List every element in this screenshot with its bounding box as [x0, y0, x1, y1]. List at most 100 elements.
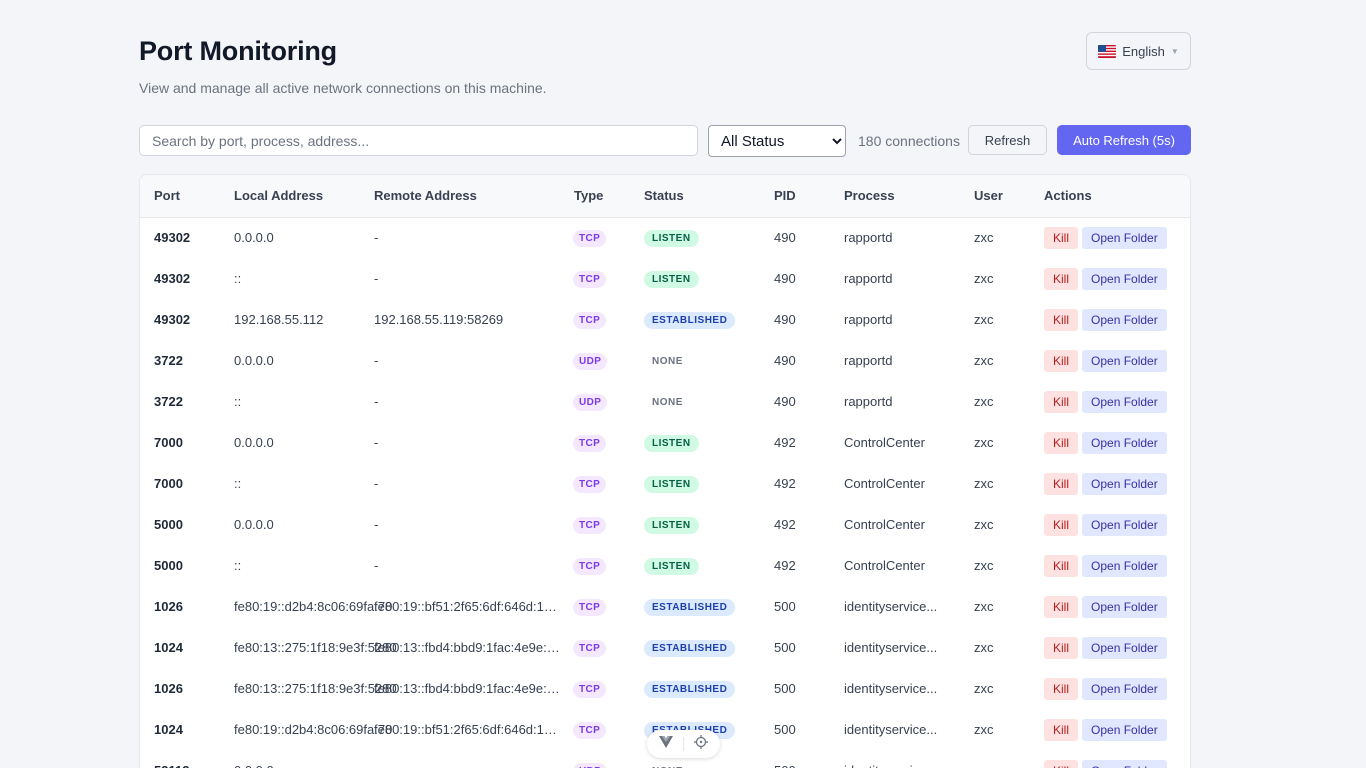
- kill-button[interactable]: Kill: [1044, 308, 1079, 331]
- status-cell: LISTEN: [630, 545, 760, 586]
- kill-button[interactable]: Kill: [1044, 677, 1079, 700]
- column-header-process[interactable]: Process: [844, 188, 895, 204]
- remote-address-cell: -: [374, 230, 379, 246]
- process-cell: rapportd: [844, 312, 893, 327]
- status-cell: LISTEN: [630, 217, 760, 258]
- open-folder-button[interactable]: Open Folder: [1082, 308, 1167, 331]
- pid-cell: 492: [774, 517, 796, 532]
- column-header-pid[interactable]: PID: [774, 188, 796, 204]
- auto-refresh-button[interactable]: Auto Refresh (5s): [1057, 125, 1191, 155]
- open-folder-button[interactable]: Open Folder: [1082, 472, 1167, 495]
- open-folder-button[interactable]: Open Folder: [1082, 718, 1167, 741]
- type-cell: TCP: [560, 422, 630, 463]
- type-badge: TCP: [573, 557, 607, 575]
- status-badge: ESTABLISHED: [644, 311, 736, 329]
- open-folder-button[interactable]: Open Folder: [1082, 390, 1167, 413]
- user-cell: zxc: [960, 750, 1030, 768]
- kill-button[interactable]: Kill: [1044, 431, 1079, 454]
- open-folder-button[interactable]: Open Folder: [1082, 554, 1167, 577]
- status-cell: LISTEN: [630, 504, 760, 545]
- table-row: 5000:: - TCP LISTEN 492 ControlCenter zxc Kill O…: [140, 545, 1190, 586]
- kill-button[interactable]: Kill: [1044, 513, 1079, 536]
- remote-address-cell: fe80:13::fbd4:bbd9:1fac:4e9e:1026: [374, 681, 560, 696]
- column-header-user[interactable]: User: [974, 188, 1003, 204]
- pid-cell: 490: [774, 312, 796, 327]
- search-input[interactable]: [139, 125, 698, 156]
- kill-button[interactable]: Kill: [1044, 390, 1079, 413]
- open-folder-button[interactable]: Open Folder: [1082, 267, 1167, 290]
- open-folder-button[interactable]: Open Folder: [1082, 677, 1167, 700]
- port-cell: 1024: [154, 640, 183, 655]
- table-row: 7000 0.0.0.0 - TCP LISTEN 492 ControlCenter zxc…: [140, 422, 1190, 463]
- open-folder-button[interactable]: Open Folder: [1082, 226, 1167, 249]
- remote-address-cell: -: [374, 517, 379, 532]
- kill-button[interactable]: Kill: [1044, 759, 1079, 768]
- column-header-status[interactable]: Status: [644, 188, 684, 204]
- port-cell: 7000: [154, 435, 183, 450]
- connections-table-wrapper: Port Local Address Remote Address Type S…: [139, 174, 1191, 768]
- port-cell: 5000: [154, 517, 183, 532]
- type-badge: TCP: [573, 598, 607, 616]
- process-cell: identityservice...: [830, 750, 960, 768]
- user-cell: zxc: [974, 271, 994, 286]
- local-address-cell: fe80:13::275:1f18:9e3f:5280: [234, 640, 397, 655]
- kill-button[interactable]: Kill: [1044, 267, 1079, 290]
- user-cell: zxc: [974, 640, 994, 655]
- port-cell: 49302: [154, 312, 191, 327]
- kill-button[interactable]: Kill: [1044, 349, 1079, 372]
- table-row: 1024 fe80:13::275:1f18:9e3f:5280 fe80:13::…: [140, 627, 1190, 668]
- port-cell: 49302: [154, 230, 191, 246]
- table-row: 49302:: - TCP LISTEN 490 rapportd zxc Kill Open …: [140, 258, 1190, 299]
- column-header-type[interactable]: Type: [574, 188, 604, 204]
- open-folder-button[interactable]: Open Folder: [1082, 759, 1167, 768]
- table-row: 49302 0.0.0.0 - TCP LISTEN 490 rapportd zxc Kill…: [140, 217, 1190, 258]
- remote-address-cell: -: [360, 750, 560, 768]
- open-folder-button[interactable]: Open Folder: [1082, 636, 1167, 659]
- kill-button[interactable]: Kill: [1044, 554, 1079, 577]
- status-cell: ESTABLISHED: [630, 299, 760, 340]
- connections-table: Port Local Address Remote Address Type S…: [140, 175, 1190, 768]
- port-cell: 7000: [154, 476, 183, 491]
- language-selector[interactable]: English ▼: [1086, 32, 1191, 70]
- pid-cell: 490: [774, 230, 796, 246]
- remote-address-cell: -: [374, 476, 379, 491]
- column-header-remote-address[interactable]: Remote Address: [374, 188, 477, 204]
- type-badge: TCP: [573, 680, 607, 698]
- kill-button[interactable]: Kill: [1044, 636, 1079, 659]
- type-badge: TCP: [573, 721, 607, 739]
- status-badge: NONE: [644, 763, 691, 768]
- user-cell: zxc: [974, 435, 994, 450]
- refresh-button[interactable]: Refresh: [968, 125, 1047, 155]
- open-folder-button[interactable]: Open Folder: [1082, 349, 1167, 372]
- process-cell: ControlCenter: [844, 517, 925, 532]
- connections-count: 180 connections: [858, 133, 960, 149]
- remote-address-cell: 192.168.55.119:58269: [374, 312, 504, 327]
- remote-address-cell: -: [374, 558, 379, 573]
- status-cell: NONE: [630, 340, 760, 381]
- open-folder-button[interactable]: Open Folder: [1082, 595, 1167, 618]
- floating-devtools-toolbar[interactable]: [647, 730, 720, 758]
- us-flag-icon: [1098, 44, 1117, 58]
- open-folder-button[interactable]: Open Folder: [1082, 431, 1167, 454]
- vue-devtools-icon[interactable]: [659, 735, 673, 753]
- pid-cell: 492: [774, 476, 796, 491]
- status-cell: LISTEN: [630, 422, 760, 463]
- column-header-port[interactable]: Port: [154, 188, 180, 204]
- kill-button[interactable]: Kill: [1044, 718, 1079, 741]
- process-cell: rapportd: [844, 353, 893, 368]
- local-address-cell: 0.0.0.0: [234, 230, 274, 246]
- status-filter-select[interactable]: All Status: [708, 125, 846, 157]
- process-cell: identityservice...: [844, 722, 938, 737]
- kill-button[interactable]: Kill: [1044, 595, 1079, 618]
- user-cell: zxc: [974, 394, 994, 409]
- status-badge: LISTEN: [644, 270, 699, 288]
- column-header-local-address[interactable]: Local Address: [234, 188, 324, 204]
- kill-button[interactable]: Kill: [1044, 472, 1079, 495]
- kill-button[interactable]: Kill: [1044, 226, 1079, 249]
- port-cell: 3722: [154, 394, 183, 409]
- open-folder-button[interactable]: Open Folder: [1082, 513, 1167, 536]
- status-cell: LISTEN: [630, 463, 760, 504]
- crosshair-icon[interactable]: [694, 734, 708, 754]
